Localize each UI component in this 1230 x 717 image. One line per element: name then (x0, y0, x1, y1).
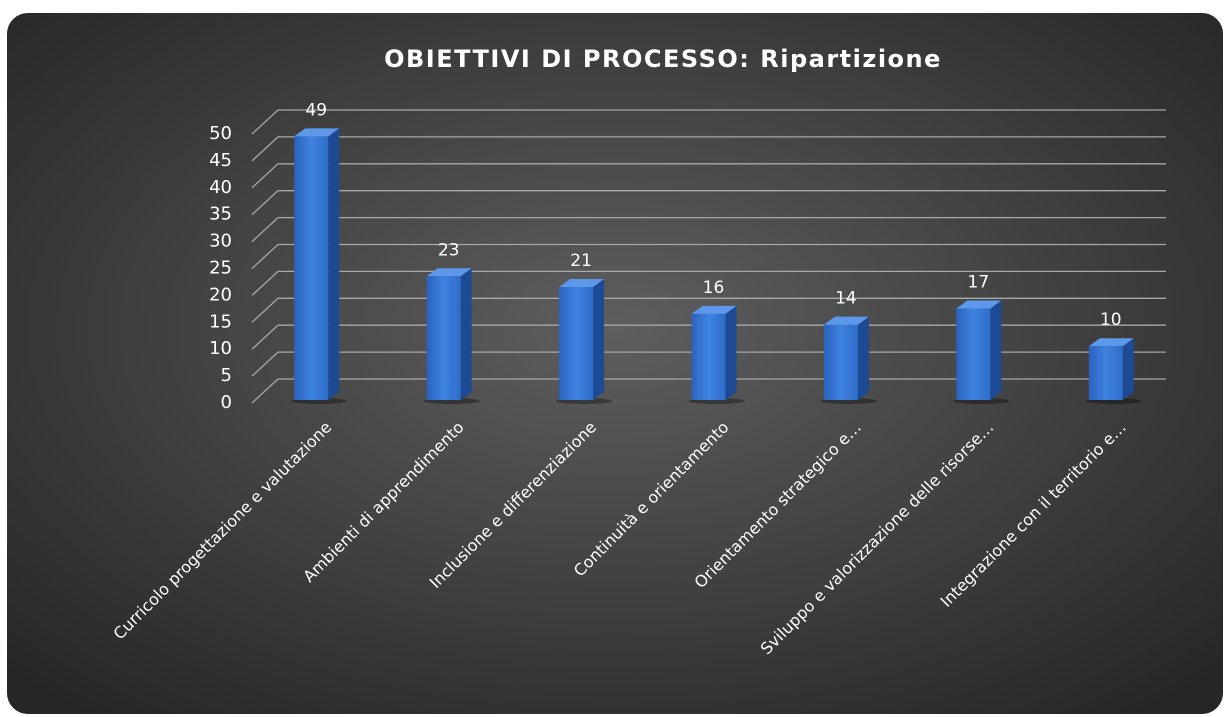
bar (1088, 346, 1123, 400)
bar-side (328, 128, 340, 400)
bar-side (593, 279, 605, 400)
bar (956, 308, 991, 400)
bar-side (1122, 338, 1134, 400)
bar-side (725, 305, 737, 400)
bar-top (691, 305, 737, 314)
y-tick-label: 20 (209, 284, 232, 305)
grid-line (251, 216, 1166, 243)
bar (294, 136, 329, 400)
y-tick-label: 50 (209, 123, 232, 144)
data-label: 14 (835, 289, 857, 309)
data-label: 49 (305, 100, 327, 120)
y-tick-label: 15 (209, 311, 232, 332)
data-label: 23 (438, 240, 460, 260)
y-tick-label: 35 (209, 204, 232, 225)
grid-line (251, 270, 1166, 296)
grid-line (251, 378, 1166, 404)
grid-line (251, 297, 1166, 323)
y-tick-label: 45 (209, 150, 232, 171)
bar-side (857, 316, 869, 400)
y-tick-label: 40 (209, 177, 232, 198)
grid-line (251, 190, 1166, 216)
grid-line (251, 109, 1166, 135)
bar-top (1088, 338, 1134, 347)
grid-line (251, 163, 1166, 189)
bar (823, 324, 858, 400)
bar-top (559, 279, 605, 288)
y-tick-label: 30 (209, 231, 232, 252)
bar-top (956, 300, 1002, 309)
grid-line (251, 351, 1166, 377)
bar-side (460, 268, 472, 400)
data-label: 17 (968, 273, 990, 293)
y-tick-label: 5 (221, 365, 232, 386)
grid-line (251, 243, 1166, 269)
y-tick-label: 10 (209, 338, 232, 359)
y-tick-label: 25 (209, 258, 232, 279)
data-label: 21 (570, 251, 592, 271)
grid-line (251, 136, 1166, 162)
data-label: 10 (1100, 310, 1122, 330)
bar-top (823, 316, 869, 325)
grid-line (251, 324, 1166, 350)
bar (559, 287, 594, 400)
bar-top (294, 128, 340, 137)
bar-top (426, 268, 472, 277)
data-label: 16 (703, 278, 725, 298)
y-tick-label: 0 (221, 392, 232, 413)
chart-background (5, 11, 1225, 716)
bar (426, 276, 461, 400)
chart-title: OBIETTIVI DI PROCESSO: Ripartizione (384, 45, 942, 73)
bar (691, 313, 726, 400)
bar-side (990, 300, 1002, 400)
